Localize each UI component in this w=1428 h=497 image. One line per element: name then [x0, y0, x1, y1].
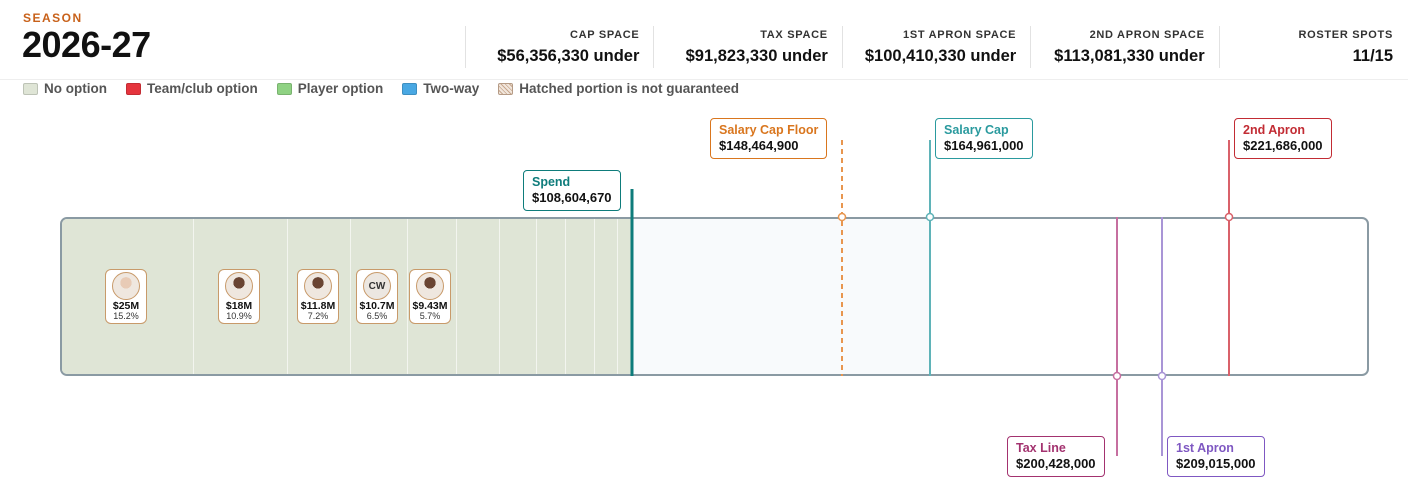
player-cap-pct: 10.9% [226, 311, 252, 321]
tag-value: $200,428,000 [1016, 456, 1096, 471]
player-avatar [225, 272, 253, 300]
tag-label: 1st Apron [1176, 441, 1234, 455]
player-initials-avatar: CW [363, 272, 391, 300]
tag-value: $164,961,000 [944, 138, 1024, 153]
stat-label: 1ST APRON SPACE [903, 29, 1017, 41]
stat-value: $100,410,330 under [864, 47, 1017, 65]
season-label: SEASON [23, 11, 83, 25]
cap-room-area [633, 219, 930, 374]
contract-divider [193, 219, 194, 374]
player-avatar [416, 272, 444, 300]
tag-value: $209,015,000 [1176, 456, 1256, 471]
player-chip[interactable]: $11.8M 7.2% [297, 269, 339, 324]
player-cap-pct: 15.2% [113, 311, 139, 321]
contract-divider [350, 219, 351, 374]
stat-tax-space: TAX SPACE $91,823,330 under [653, 26, 841, 68]
second-apron-tag: 2nd Apron $221,686,000 [1234, 118, 1332, 159]
player-chip[interactable]: $25M 15.2% [105, 269, 147, 324]
contract-divider [594, 219, 595, 374]
legend-item-player-option: Player option [276, 81, 384, 96]
contract-divider [456, 219, 457, 374]
salary-bar [60, 217, 1369, 376]
player-option-swatch [276, 82, 292, 95]
stat-value: $113,081,330 under [1054, 47, 1205, 65]
legend-item-two-way: Two-way [402, 81, 479, 96]
contract-divider [499, 219, 500, 374]
salary-cap-dot [925, 212, 935, 222]
legend-label: No option [44, 81, 107, 96]
contract-divider [565, 219, 566, 374]
second-apron-dot [1224, 212, 1234, 222]
tax-line-dot [1112, 371, 1122, 381]
first-apron-tag: 1st Apron $209,015,000 [1167, 436, 1265, 477]
stat-value: $91,823,330 under [685, 47, 828, 65]
player-avatar [304, 272, 332, 300]
player-salary: $10.7M [359, 300, 395, 312]
legend-label: Two-way [423, 81, 480, 96]
stat-label: 2ND APRON SPACE [1089, 29, 1205, 41]
player-salary: $25M [112, 300, 140, 312]
contract-divider [407, 219, 408, 374]
cap-floor-tag: Salary Cap Floor $148,464,900 [710, 118, 828, 159]
legend-item-team-option: Team/club option [125, 81, 258, 96]
salary-cap-tag: Salary Cap $164,961,000 [935, 118, 1033, 159]
committed-salary-fill [62, 219, 633, 374]
contract-divider [617, 219, 618, 374]
hatched-swatch [498, 82, 514, 95]
player-salary: $11.8M [300, 300, 336, 312]
stats-row: CAP SPACE $56,356,330 under TAX SPACE $9… [465, 26, 1403, 68]
tag-value: $148,464,900 [719, 138, 799, 153]
two-way-swatch [402, 82, 418, 95]
tag-value: $108,604,670 [532, 190, 612, 205]
stat-first-apron-space: 1ST APRON SPACE $100,410,330 under [841, 26, 1030, 68]
spend-tag: Spend $108,604,670 [523, 170, 621, 211]
legend: No option Team/club option Player option… [23, 81, 758, 96]
player-chip[interactable]: $9.43M 5.7% [409, 269, 451, 324]
legend-label: Hatched portion is not guaranteed [519, 81, 740, 96]
tag-label: 2nd Apron [1243, 123, 1306, 137]
contract-divider [287, 219, 288, 374]
stat-second-apron-space: 2ND APRON SPACE $113,081,330 under [1030, 26, 1218, 68]
player-salary: $9.43M [412, 300, 448, 312]
legend-label: Team/club option [146, 81, 258, 96]
player-cap-pct: 7.2% [307, 311, 329, 321]
tag-value: $221,686,000 [1243, 138, 1323, 153]
stat-value: 11/15 [1352, 47, 1394, 65]
stat-roster-spots: ROSTER SPOTS 11/15 [1218, 26, 1403, 68]
tag-label: Spend [532, 175, 571, 189]
team-option-swatch [125, 82, 141, 95]
stat-label: ROSTER SPOTS [1298, 29, 1394, 41]
contract-divider [536, 219, 537, 374]
player-cap-pct: 5.7% [419, 311, 441, 321]
tax-line-tag: Tax Line $200,428,000 [1007, 436, 1105, 477]
stat-value: $56,356,330 under [497, 47, 640, 65]
tag-label: Salary Cap Floor [719, 123, 819, 137]
tag-label: Tax Line [1016, 441, 1066, 455]
player-salary: $18M [225, 300, 253, 312]
tag-label: Salary Cap [944, 123, 1009, 137]
header-divider [0, 79, 1408, 80]
cap-floor-dot [837, 212, 847, 222]
player-cap-pct: 6.5% [366, 311, 388, 321]
legend-item-no-option: No option [23, 81, 107, 96]
stat-label: CAP SPACE [569, 29, 640, 41]
player-chip[interactable]: $18M 10.9% [218, 269, 260, 324]
first-apron-dot [1157, 371, 1167, 381]
no-option-swatch [23, 82, 38, 95]
stat-label: TAX SPACE [760, 29, 828, 41]
legend-label: Player option [297, 81, 384, 96]
season-value[interactable]: 2026-27 [22, 24, 151, 65]
player-avatar [112, 272, 140, 300]
legend-item-hatched: Hatched portion is not guaranteed [498, 81, 739, 96]
player-chip[interactable]: CW $10.7M 6.5% [356, 269, 398, 324]
stat-cap-space: CAP SPACE $56,356,330 under [465, 26, 653, 68]
